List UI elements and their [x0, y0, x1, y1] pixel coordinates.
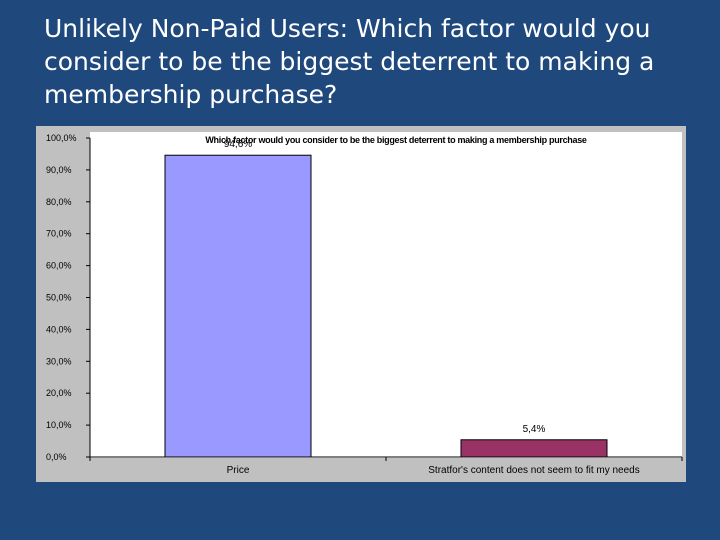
- slide-title: Unlikely Non-Paid Users: Which factor wo…: [44, 14, 655, 109]
- data-label: 5,4%: [523, 424, 546, 435]
- chart-panel: 0,0% 10,0% 20,0% 30,0% 40,0% 50,0% 60,0% 70,0% 8…: [36, 126, 686, 482]
- y-tick-label: 50,0%: [46, 293, 72, 303]
- y-tick-label: 60,0%: [46, 261, 72, 271]
- y-tick-label: 30,0%: [46, 356, 72, 366]
- chart-title: Which factor would you consider to be th…: [205, 135, 587, 145]
- y-tick-label: 80,0%: [46, 197, 72, 207]
- bar: [460, 439, 608, 458]
- y-tick-label: 70,0%: [46, 229, 72, 239]
- y-tick-label: 90,0%: [46, 165, 72, 175]
- bar-chart: 0,0% 10,0% 20,0% 30,0% 40,0% 50,0% 60,0% 70,0% 8…: [46, 132, 683, 476]
- data-label: 94,6%: [224, 139, 252, 150]
- y-tick-label: 40,0%: [46, 324, 72, 334]
- y-tick-label: 10,0%: [46, 420, 72, 430]
- y-tick-label: 0,0%: [46, 452, 67, 462]
- bar: [164, 154, 312, 458]
- y-tick-label: 100,0%: [46, 133, 77, 143]
- x-category-label: Stratfor's content does not seem to fit …: [428, 465, 639, 476]
- x-category-label: Price: [227, 465, 250, 476]
- y-tick-label: 20,0%: [46, 388, 72, 398]
